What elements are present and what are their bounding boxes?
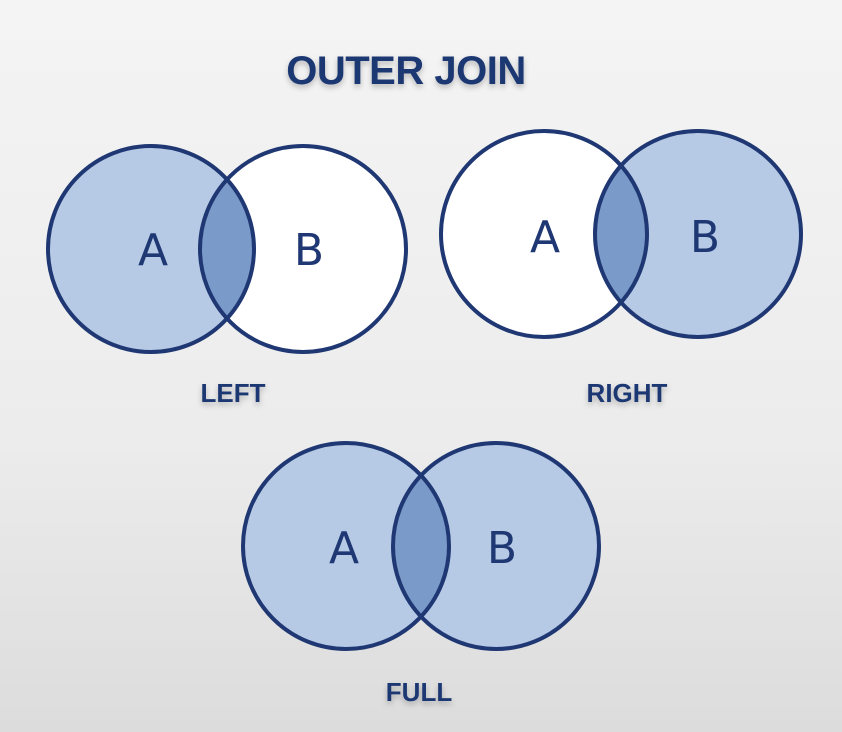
set-a-label: A (138, 225, 168, 276)
set-a-region (243, 443, 449, 649)
set-b-region (393, 443, 599, 649)
set-a-outline (241, 441, 451, 651)
set-b-region (595, 131, 801, 337)
diagram-title: OUTER JOIN (286, 49, 525, 93)
set-b-label: B (487, 523, 517, 574)
set-a-region (441, 131, 647, 337)
set-b-label: B (294, 225, 324, 276)
set-b-label: B (690, 212, 720, 263)
set-a-outline (46, 144, 256, 354)
set-a-region (48, 146, 254, 352)
caption-full: FULL (386, 677, 453, 707)
set-a-label: A (329, 523, 359, 574)
set-b-outline (593, 129, 803, 339)
venn-left: A B LEFT (46, 144, 408, 408)
caption-right: RIGHT (587, 378, 668, 408)
set-b-region (200, 146, 406, 352)
set-a-outline (439, 129, 649, 339)
venn-full: A B FULL (241, 441, 601, 707)
set-a-label: A (530, 212, 560, 263)
caption-left: LEFT (201, 378, 266, 408)
venn-right: A B RIGHT (439, 129, 803, 408)
set-b-outline (198, 144, 408, 354)
set-b-outline (391, 441, 601, 651)
